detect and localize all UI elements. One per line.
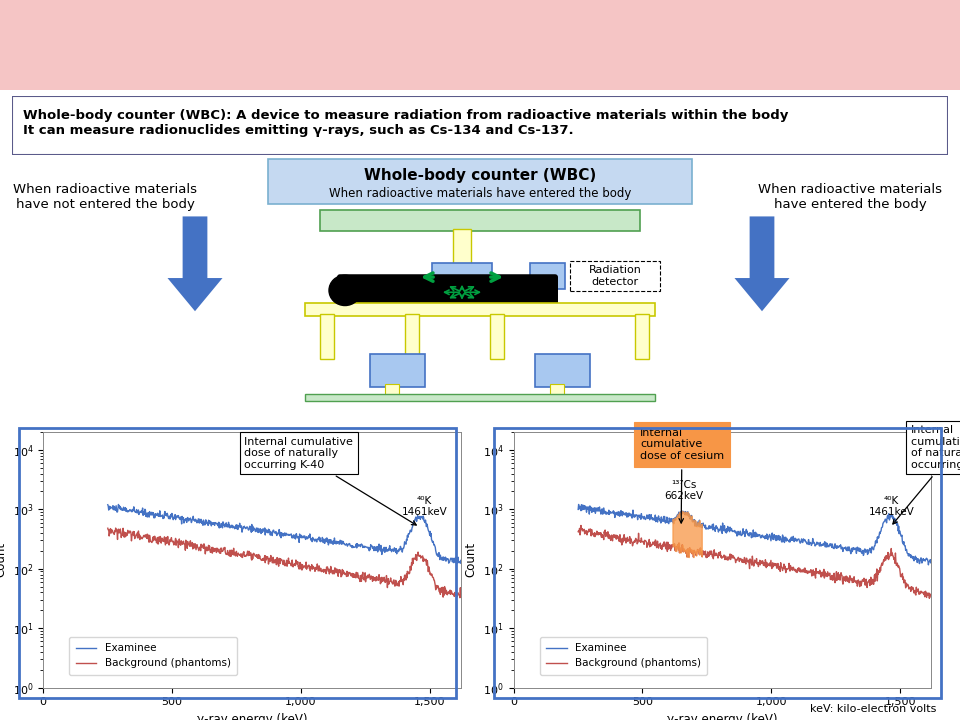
FancyBboxPatch shape bbox=[305, 302, 655, 316]
Examinee bbox=[455, 556, 467, 564]
Examinee bbox=[396, 544, 407, 552]
Background (phantoms) bbox=[575, 521, 587, 530]
Examinee bbox=[695, 520, 707, 528]
Text: Internal
cumulative dose
of naturally
occurring K-40: Internal cumulative dose of naturally oc… bbox=[893, 425, 960, 524]
FancyBboxPatch shape bbox=[490, 314, 504, 359]
Background (phantoms) bbox=[225, 552, 236, 561]
Background (phantoms) bbox=[869, 571, 880, 580]
FancyBboxPatch shape bbox=[535, 354, 590, 387]
X-axis label: γ-ray energy (keV): γ-ray energy (keV) bbox=[667, 713, 778, 720]
FancyBboxPatch shape bbox=[0, 2, 148, 88]
Examinee bbox=[866, 549, 877, 557]
FancyBboxPatch shape bbox=[635, 314, 649, 359]
Examinee bbox=[923, 561, 934, 570]
Text: ⁴⁰K
1461keV: ⁴⁰K 1461keV bbox=[402, 496, 447, 517]
Line: Examinee: Examinee bbox=[578, 505, 931, 565]
Examinee bbox=[573, 500, 585, 509]
Text: Whole-body counter (WBC): A device to measure radiation from radioactive materia: Whole-body counter (WBC): A device to me… bbox=[23, 109, 788, 137]
FancyBboxPatch shape bbox=[320, 314, 334, 359]
Background (phantoms) bbox=[398, 576, 410, 585]
Polygon shape bbox=[734, 217, 789, 311]
Examinee bbox=[398, 541, 410, 550]
Text: Internal Exposure Measurement Using a Whole-
body Counter: Internal Exposure Measurement Using a Wh… bbox=[160, 17, 871, 73]
Background (phantoms) bbox=[681, 549, 692, 557]
FancyBboxPatch shape bbox=[320, 210, 640, 230]
FancyBboxPatch shape bbox=[12, 96, 948, 155]
Examinee bbox=[681, 508, 692, 517]
Circle shape bbox=[329, 275, 361, 305]
FancyBboxPatch shape bbox=[530, 263, 565, 289]
Text: Radiation
detector: Radiation detector bbox=[588, 266, 641, 287]
Examinee bbox=[869, 541, 880, 550]
Text: keV: kilo-electron volts: keV: kilo-electron volts bbox=[809, 704, 936, 714]
Text: External
Counting Survey: External Counting Survey bbox=[3, 29, 145, 61]
FancyBboxPatch shape bbox=[268, 158, 692, 204]
Examinee bbox=[210, 519, 222, 528]
Text: ¹³⁷Cs
662keV: ¹³⁷Cs 662keV bbox=[664, 480, 704, 500]
FancyBboxPatch shape bbox=[385, 384, 399, 395]
Background (phantoms) bbox=[924, 594, 935, 603]
FancyBboxPatch shape bbox=[405, 314, 419, 359]
Text: Internal
cumulative
dose of cesium: Internal cumulative dose of cesium bbox=[640, 428, 724, 523]
Y-axis label: Count: Count bbox=[465, 542, 477, 577]
Examinee bbox=[424, 531, 436, 539]
Background (phantoms) bbox=[424, 567, 436, 576]
Examinee bbox=[925, 557, 937, 565]
Text: Whole-body counter (WBC): Whole-body counter (WBC) bbox=[364, 168, 596, 183]
FancyBboxPatch shape bbox=[432, 263, 492, 289]
Background (phantoms) bbox=[572, 527, 584, 536]
Examinee bbox=[572, 505, 584, 514]
Line: Examinee: Examinee bbox=[108, 505, 461, 563]
Examinee bbox=[679, 508, 690, 517]
Background (phantoms) bbox=[925, 593, 937, 602]
Polygon shape bbox=[167, 217, 223, 311]
Background (phantoms) bbox=[679, 546, 690, 555]
Legend: Examinee, Background (phantoms): Examinee, Background (phantoms) bbox=[69, 637, 237, 675]
Background (phantoms) bbox=[866, 578, 877, 587]
Examinee bbox=[455, 559, 467, 567]
Background (phantoms) bbox=[895, 567, 906, 576]
Text: ⁴⁰K
1461keV: ⁴⁰K 1461keV bbox=[869, 496, 914, 517]
FancyBboxPatch shape bbox=[453, 229, 471, 269]
Legend: Examinee, Background (phantoms): Examinee, Background (phantoms) bbox=[540, 637, 708, 675]
Examinee bbox=[102, 500, 113, 509]
Line: Background (phantoms): Background (phantoms) bbox=[578, 526, 931, 598]
FancyBboxPatch shape bbox=[305, 394, 655, 401]
FancyBboxPatch shape bbox=[370, 354, 425, 387]
Y-axis label: Count: Count bbox=[0, 542, 7, 577]
Background (phantoms) bbox=[695, 547, 707, 556]
Text: When radioactive materials
have entered the body: When radioactive materials have entered … bbox=[758, 184, 942, 212]
Text: When radioactive materials have entered the body: When radioactive materials have entered … bbox=[329, 187, 631, 200]
X-axis label: γ-ray energy (keV): γ-ray energy (keV) bbox=[197, 713, 307, 720]
Background (phantoms) bbox=[210, 546, 222, 554]
Text: Internal cumulative
dose of naturally
occurring K-40: Internal cumulative dose of naturally oc… bbox=[244, 436, 417, 525]
Examinee bbox=[895, 528, 906, 537]
Background (phantoms) bbox=[109, 523, 121, 532]
Text: When radioactive materials
have not entered the body: When radioactive materials have not ente… bbox=[13, 184, 197, 212]
Examinee bbox=[112, 500, 124, 509]
Background (phantoms) bbox=[455, 593, 467, 601]
Examinee bbox=[208, 518, 220, 527]
FancyBboxPatch shape bbox=[337, 274, 558, 307]
Background (phantoms) bbox=[208, 547, 220, 556]
Background (phantoms) bbox=[102, 524, 113, 533]
Background (phantoms) bbox=[454, 593, 466, 602]
FancyBboxPatch shape bbox=[550, 384, 564, 395]
Examinee bbox=[225, 521, 236, 530]
FancyBboxPatch shape bbox=[570, 261, 660, 292]
Line: Background (phantoms): Background (phantoms) bbox=[108, 528, 461, 598]
Background (phantoms) bbox=[396, 572, 407, 581]
